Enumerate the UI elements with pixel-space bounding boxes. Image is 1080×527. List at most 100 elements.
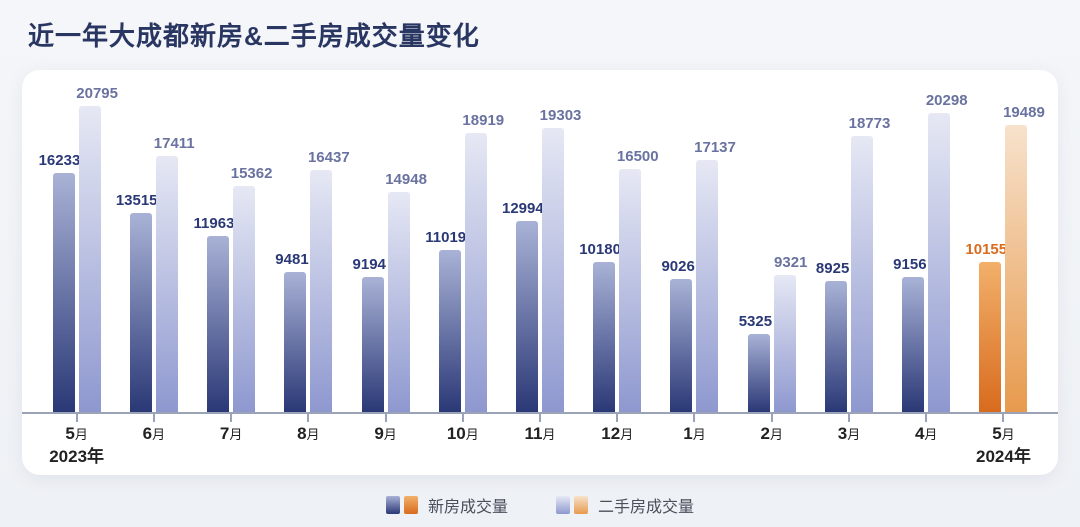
bar-value-label: 19489 [1003,104,1045,121]
bar-new: 9026 [670,279,692,412]
x-tick: 4月 [888,412,965,466]
x-tick: 5月2024年 [965,412,1042,466]
bar-value-label: 17137 [694,139,736,156]
bar-new: 11019 [439,250,461,412]
x-tick: 5月2023年 [38,412,115,466]
bar-new: 13515 [130,213,152,412]
bar-value-label: 18773 [849,115,891,132]
x-tick-label: 12月 [579,424,656,444]
x-tick-label: 2月 [733,424,810,444]
x-tick: 6月 [115,412,192,466]
x-tick: 11月 [501,412,578,466]
bar-used: 19303 [542,128,564,412]
bar-value-label: 5325 [739,313,772,330]
bar-used: 9321 [774,275,796,412]
bar-group: 892518773 [810,88,887,412]
bar-value-label: 20795 [76,85,118,102]
legend-item-new: 新房成交量 [386,493,508,517]
x-tick: 9月 [347,412,424,466]
legend-label-used: 二手房成交量 [598,493,694,517]
bar-value-label: 17411 [154,135,195,152]
bar-used: 17411 [156,156,178,412]
x-tick-label: 7月 [192,424,269,444]
x-tick: 10月 [424,412,501,466]
bar-used: 20795 [79,106,101,412]
bar-value-label: 8925 [816,260,849,277]
bar-group: 1299419303 [501,88,578,412]
bar-new: 9194 [362,277,384,412]
bar-value-label: 12994 [502,200,544,217]
bar-new: 9156 [902,277,924,412]
bar-new: 8925 [825,281,847,412]
bar-used: 14948 [388,192,410,412]
bar-group: 919414948 [347,88,424,412]
bar-value-label: 11963 [194,215,235,232]
bar-value-label: 10155 [965,241,1007,258]
bar-new: 9481 [284,272,306,412]
bar-value-label: 19303 [540,107,582,124]
legend-label-new: 新房成交量 [428,493,508,517]
bar-group: 1015519489 [965,88,1042,412]
bar-group: 53259321 [733,88,810,412]
bar-group: 915620298 [888,88,965,412]
bar-value-label: 10180 [579,241,621,258]
bar-new: 10180 [593,262,615,412]
x-tick-label: 1月 [656,424,733,444]
bar-used: 16437 [310,170,332,412]
bar-group: 1196315362 [192,88,269,412]
bar-value-label: 9026 [661,258,694,275]
bar-value-label: 14948 [385,171,427,188]
bar-value-label: 16437 [308,149,350,166]
bar-used: 20298 [928,113,950,412]
bar-value-label: 16233 [39,152,81,169]
bar-new: 11963 [207,236,229,412]
bar-new: 16233 [53,173,75,412]
chart-container: 1623320795135151741111963153629481164379… [22,70,1058,475]
bar-value-label: 9194 [353,256,386,273]
x-tick: 7月 [192,412,269,466]
x-axis-ticks: 5月2023年6月7月8月9月10月11月12月1月2月3月4月5月2024年 [38,412,1042,466]
bar-group: 9026 17137 [656,88,733,412]
bar-value-label: 9321 [774,254,807,271]
bar-group: 1018016500 [579,88,656,412]
x-tick-label: 8月 [270,424,347,444]
year-label: 2024年 [965,442,1042,467]
bar-value-label: 15362 [231,165,273,182]
x-tick-label: 4月 [888,424,965,444]
legend-item-used: 二手房成交量 [556,493,694,517]
legend-swatch-new [386,496,418,514]
bar-value-label: 20298 [926,92,968,109]
x-tick: 1月 [656,412,733,466]
bar-value-label: 13515 [116,192,158,209]
chart-bars: 1623320795135151741111963153629481164379… [38,88,1042,412]
bar-used: 15362 [233,186,255,412]
bar-value-label: 16500 [617,148,659,165]
x-tick: 8月 [270,412,347,466]
legend-swatch-used [556,496,588,514]
bar-group: 1623320795 [38,88,115,412]
x-tick-label: 6月 [115,424,192,444]
bar-value-label: 9156 [893,256,926,273]
x-tick: 3月 [810,412,887,466]
x-tick: 2月 [733,412,810,466]
bar-used: 19489 [1005,125,1027,412]
year-label: 2023年 [38,442,115,467]
x-tick-label: 10月 [424,424,501,444]
page-title: 近一年大成都新房&二手房成交量变化 [28,16,480,53]
x-tick-label: 5月 [38,424,115,444]
bar-value-label: 9481 [275,251,308,268]
bar-group: 1351517411 [115,88,192,412]
x-tick-label: 9月 [347,424,424,444]
bar-used: 16500 [619,169,641,412]
x-tick-label: 11月 [501,424,578,444]
bar-group: 1101918919 [424,88,501,412]
bar-value-label: 11019 [425,229,466,246]
x-tick: 12月 [579,412,656,466]
bar-used: 18919 [465,133,487,412]
bar-new: 5325 [748,334,770,412]
bar-new: 10155 [979,262,1001,412]
bar-group: 948116437 [270,88,347,412]
bar-new: 12994 [516,221,538,412]
bar-used: 18773 [851,136,873,412]
bar-value-label: 18919 [462,112,504,129]
